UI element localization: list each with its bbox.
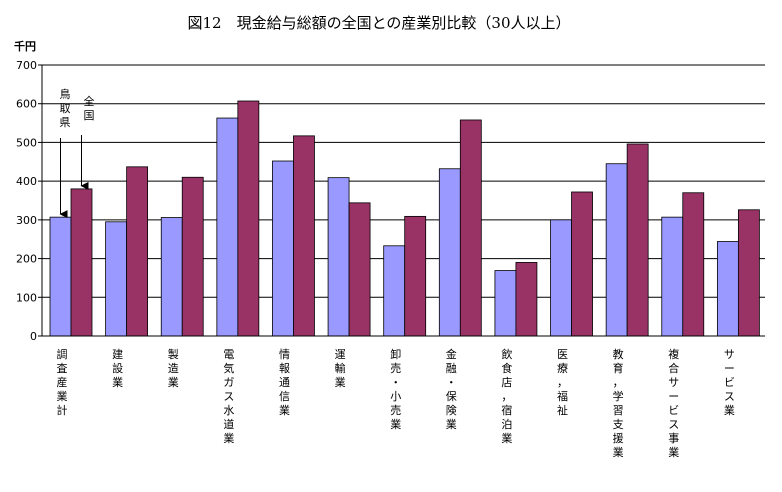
category-label: 製造業 — [168, 347, 179, 389]
category-label: 電気ガス水道業 — [223, 348, 234, 445]
category-label: 運輸業 — [335, 348, 346, 389]
bar — [272, 160, 294, 337]
bar — [160, 217, 183, 337]
y-tick-label: 200 — [16, 253, 37, 266]
annotation-label: 鳥取県 — [60, 87, 71, 129]
category-label: 金融・保険業 — [446, 347, 457, 431]
annotation-label: 全国 — [84, 94, 95, 122]
bar — [348, 202, 371, 337]
bar — [181, 176, 204, 337]
y-tick-label: 0 — [30, 330, 37, 343]
bar — [438, 168, 461, 337]
bar — [293, 135, 315, 337]
category-labels: 調査産業計 建設業 製造業 電気ガス水道業 情報通信業 運輸業 卸売・小売業 金融・保険業 飲食… — [57, 347, 735, 459]
bar — [550, 219, 572, 337]
y-tick-label: 100 — [16, 291, 37, 304]
category-label: 調査産業計 — [57, 347, 68, 417]
category-label: 飲食店，宿泊業 — [501, 347, 512, 445]
bars — [49, 100, 760, 337]
category-label: 建設業 — [112, 347, 123, 389]
y-tick-label: 500 — [16, 136, 37, 149]
axes — [38, 64, 765, 337]
bar — [494, 270, 517, 337]
bar — [605, 163, 628, 337]
category-label: サービス業 — [724, 348, 735, 417]
chart-title: 図12 現金給与総額の全国との産業別比較（30人以上） — [187, 14, 570, 32]
bar — [49, 216, 72, 337]
bar — [383, 245, 406, 337]
y-tick-label: 700 — [16, 59, 37, 72]
category-label: 医療，福祉 — [557, 348, 568, 417]
category-label: 教育，学習支援業 — [613, 348, 624, 459]
bar — [661, 216, 684, 337]
y-tick-label: 400 — [16, 175, 37, 188]
bar — [237, 100, 260, 337]
bar — [404, 215, 427, 337]
category-label: 卸売・小売業 — [390, 347, 401, 431]
bar — [126, 166, 149, 337]
bar — [716, 241, 739, 337]
bar — [515, 262, 538, 337]
bar — [682, 192, 705, 337]
category-label: 複合サービス事業 — [668, 347, 679, 459]
y-tick-label: 600 — [16, 98, 37, 111]
bar — [626, 143, 649, 337]
bar — [216, 117, 239, 337]
bar — [737, 209, 760, 337]
y-tick-label: 300 — [16, 214, 37, 227]
annotations: 鳥取県 全国 — [59, 87, 95, 219]
bar — [105, 221, 128, 337]
bar — [571, 191, 593, 337]
bar — [327, 177, 350, 337]
y-axis-unit-label: 千円 — [14, 39, 36, 53]
y-axis-ticks: 0 100 200 300 400 500 600 700 — [16, 59, 37, 343]
category-label: 情報通信業 — [279, 348, 290, 417]
bar — [70, 188, 93, 337]
bar — [459, 119, 482, 337]
